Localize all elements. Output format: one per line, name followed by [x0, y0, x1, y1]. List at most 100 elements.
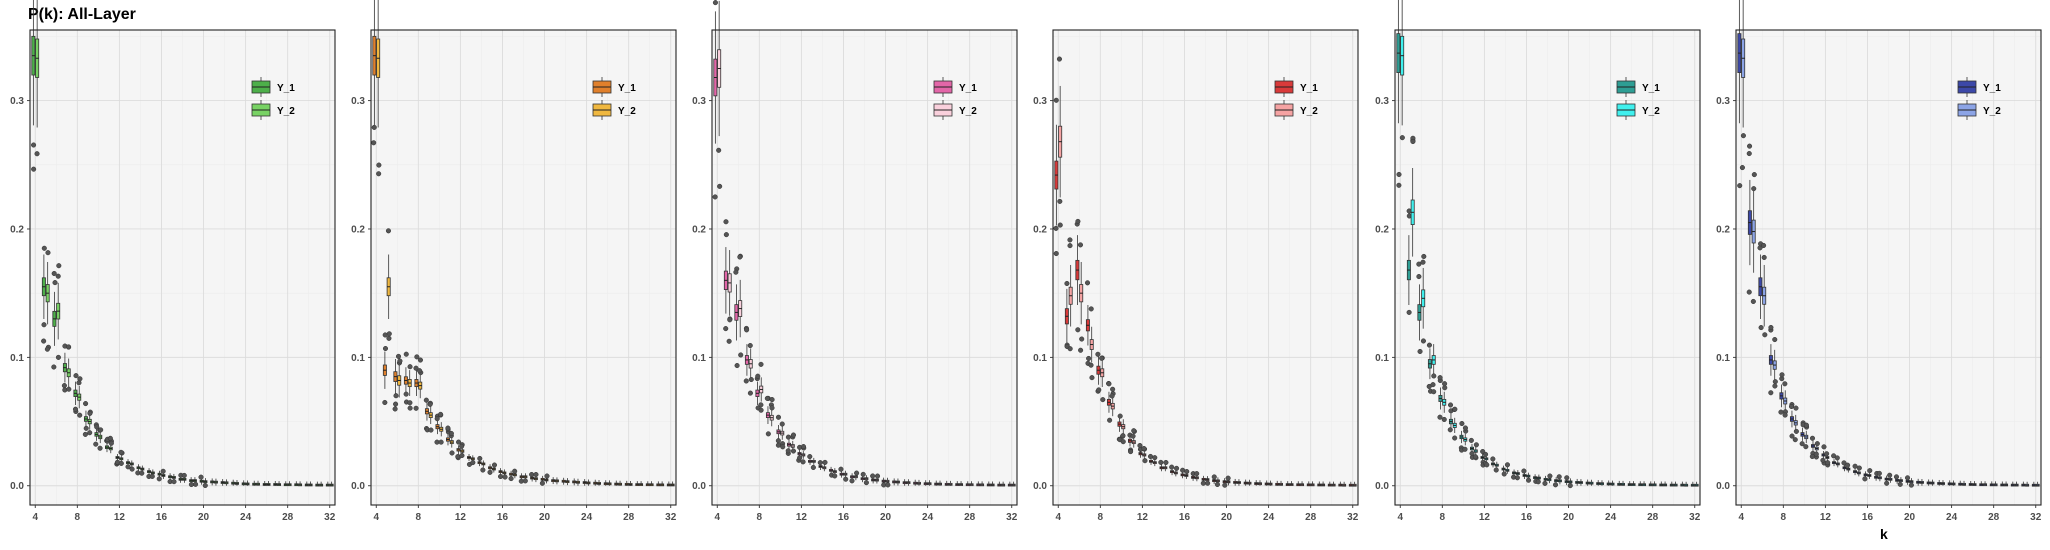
outlier-point	[1820, 457, 1826, 463]
outlier-point	[55, 273, 61, 279]
outlier-point	[1137, 442, 1143, 449]
outlier-point	[769, 405, 775, 411]
outlier-point	[1194, 471, 1200, 477]
outlier-point	[734, 363, 740, 369]
y-tick-label: 0.2	[10, 224, 24, 235]
outlier-point	[1751, 186, 1757, 192]
y-tick-label: 0.1	[1033, 353, 1047, 364]
outlier-point	[66, 386, 72, 392]
outlier-point	[98, 427, 104, 433]
outlier-point	[817, 460, 823, 466]
outlier-point	[1789, 433, 1795, 439]
y-tick-label: 0.1	[692, 353, 706, 364]
outlier-point	[1053, 225, 1059, 231]
outlier-point	[1547, 473, 1553, 479]
outlier-point	[1086, 355, 1092, 362]
outlier-point	[51, 364, 57, 370]
outlier-point	[1089, 375, 1095, 381]
outlier-point	[1521, 468, 1527, 474]
outlier-point	[838, 466, 844, 472]
outlier-point	[1813, 451, 1819, 457]
x-tick-label: 28	[1305, 512, 1317, 523]
outlier-point	[395, 353, 402, 359]
outlier-point	[1887, 472, 1893, 478]
outlier-point	[1053, 97, 1059, 103]
outlier-point	[738, 352, 744, 358]
x-tick-label: 12	[1820, 512, 1832, 523]
y-tick-label: 0.3	[10, 96, 24, 107]
x-tick-label: 12	[1479, 512, 1491, 523]
outlier-point	[1088, 362, 1094, 368]
outlier-point	[118, 460, 124, 466]
outlier-point	[1768, 390, 1774, 396]
outlier-point	[1075, 218, 1081, 224]
outlier-point	[1779, 372, 1785, 378]
outlier-point	[544, 473, 550, 479]
outlier-point	[125, 464, 131, 470]
outlier-point	[414, 354, 420, 360]
outlier-point	[407, 400, 413, 406]
outlier-point	[1788, 403, 1795, 410]
outlier-point	[428, 427, 434, 433]
y-tick-label: 0.2	[351, 224, 365, 235]
outlier-point	[764, 395, 770, 401]
outlier-point	[1782, 381, 1788, 387]
legend-label: Y_1	[959, 83, 977, 94]
legend-label: Y_1	[277, 83, 295, 94]
outlier-point	[797, 455, 803, 461]
outlier-point	[1825, 460, 1831, 466]
x-tick-label: 28	[1988, 512, 2000, 523]
outlier-point	[438, 439, 444, 445]
outlier-point	[455, 454, 461, 460]
outlier-point	[1897, 481, 1903, 487]
outlier-point	[423, 397, 429, 403]
outlier-point	[1222, 482, 1228, 488]
panel-frame	[1394, 29, 1701, 506]
x-tick-label: 8	[1098, 512, 1104, 523]
panel-6: 0.0 0.1 0.2 0.3 4 8 12 16 20 24 28 32 Y_1 Y_2	[1716, 0, 2042, 523]
outlier-point	[1452, 406, 1458, 412]
outlier-point	[758, 402, 764, 408]
outlier-point	[1504, 462, 1511, 468]
x-tick-label: 8	[75, 512, 81, 523]
outlier-point	[508, 476, 514, 482]
outlier-point	[1761, 242, 1767, 249]
outlier-point	[1084, 280, 1091, 286]
outlier-point	[775, 442, 781, 448]
x-tick-label: 32	[1006, 512, 1018, 523]
x-tick-label: 16	[838, 512, 850, 523]
outlier-point	[800, 444, 807, 450]
outlier-point	[1740, 133, 1746, 139]
outlier-point	[1079, 336, 1085, 342]
outlier-point	[1772, 383, 1778, 389]
y-tick-label: 0.3	[351, 96, 365, 107]
x-tick-label: 24	[1946, 512, 1958, 523]
x-tick-label: 8	[757, 512, 763, 523]
outlier-point	[863, 480, 869, 486]
outlier-point	[393, 393, 399, 399]
outlier-point	[1526, 477, 1532, 483]
outlier-point	[417, 357, 423, 363]
outlier-point	[1420, 338, 1426, 344]
outlier-point	[1768, 324, 1774, 331]
outlier-point	[392, 406, 398, 412]
outlier-point	[87, 430, 93, 436]
outlier-point	[785, 434, 791, 440]
outlier-point	[1761, 254, 1767, 261]
x-tick-label: 4	[373, 512, 379, 523]
outlier-point	[1490, 456, 1496, 462]
outlier-point	[1442, 381, 1448, 387]
outlier-point	[55, 354, 61, 360]
outlier-point	[1452, 435, 1458, 441]
outlier-point	[456, 439, 462, 445]
outlier-point	[1567, 483, 1573, 489]
y-tick-label: 0.2	[1375, 224, 1389, 235]
outlier-point	[1420, 259, 1426, 265]
y-tick-label: 0.0	[351, 481, 365, 492]
outlier-point	[77, 376, 83, 382]
outlier-point	[202, 482, 208, 489]
outlier-point	[854, 470, 860, 476]
outlier-point	[87, 410, 93, 416]
outlier-point	[743, 378, 749, 384]
